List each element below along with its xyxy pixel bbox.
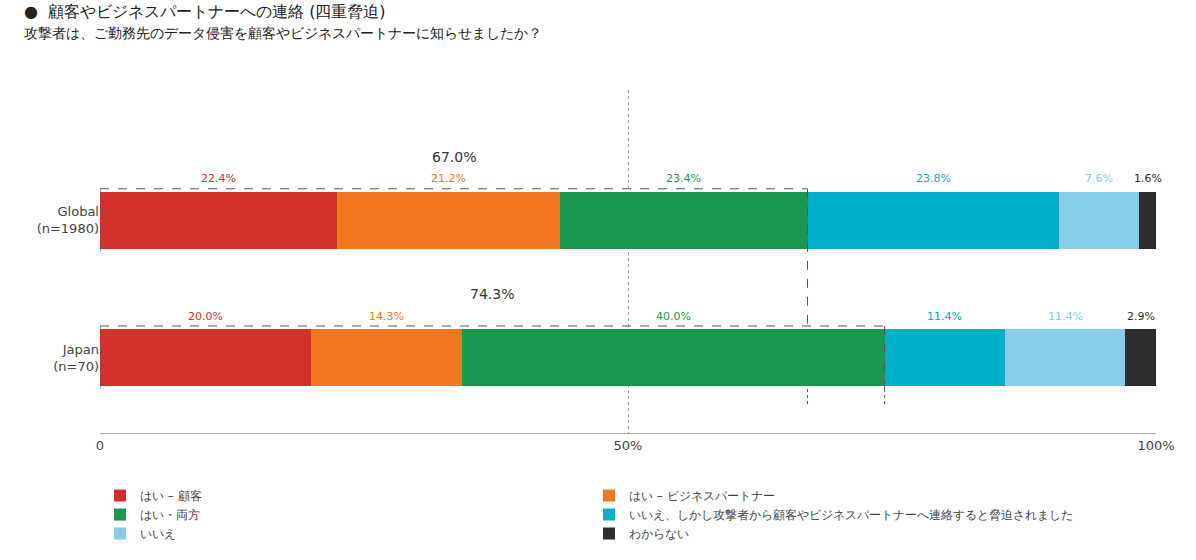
svg-text:40.0%: 40.0% [656, 310, 691, 323]
svg-text:74.3%: 74.3% [470, 286, 514, 302]
svg-text:2.9%: 2.9% [1127, 310, 1155, 323]
svg-text:わからない: わからない [629, 527, 689, 541]
svg-text:はい – 顧客: はい – 顧客 [140, 489, 202, 503]
svg-text:14.3%: 14.3% [369, 310, 404, 323]
svg-text:いいえ: いいえ [140, 527, 176, 541]
svg-text:Japan(n=70): Japan(n=70) [53, 342, 99, 374]
svg-text:はい・両方: はい・両方 [140, 508, 200, 522]
svg-text:67.0%: 67.0% [432, 149, 476, 165]
svg-text:はい – ビジネスパートナー: はい – ビジネスパートナー [629, 489, 775, 503]
svg-text:7.6%: 7.6% [1085, 172, 1113, 185]
svg-text:23.8%: 23.8% [916, 172, 951, 185]
svg-text:11.4%: 11.4% [1048, 310, 1083, 323]
svg-text:20.0%: 20.0% [188, 310, 223, 323]
svg-text:11.4%: 11.4% [927, 310, 962, 323]
svg-text:● 顧客やビジネスパートナーへの連絡 (四重脅迫)攻撃者は: ● 顧客やビジネスパートナーへの連絡 (四重脅迫)攻撃者は、ご勤務先のデータ侵害… [24, 2, 542, 41]
svg-text:22.4%: 22.4% [201, 172, 236, 185]
svg-text:Global(n=1980): Global(n=1980) [37, 204, 99, 236]
svg-text:いいえ、しかし攻撃者から顧客やビジネスパートナーへ連絡すると: いいえ、しかし攻撃者から顧客やビジネスパートナーへ連絡すると脅迫されました [629, 508, 1073, 522]
svg-text:23.4%: 23.4% [666, 172, 701, 185]
svg-text:100%: 100% [1137, 438, 1174, 453]
svg-text:21.2%: 21.2% [431, 172, 466, 185]
svg-text:1.6%: 1.6% [1134, 172, 1162, 185]
svg-text:0: 0 [96, 438, 104, 453]
svg-text:50%: 50% [614, 438, 643, 453]
